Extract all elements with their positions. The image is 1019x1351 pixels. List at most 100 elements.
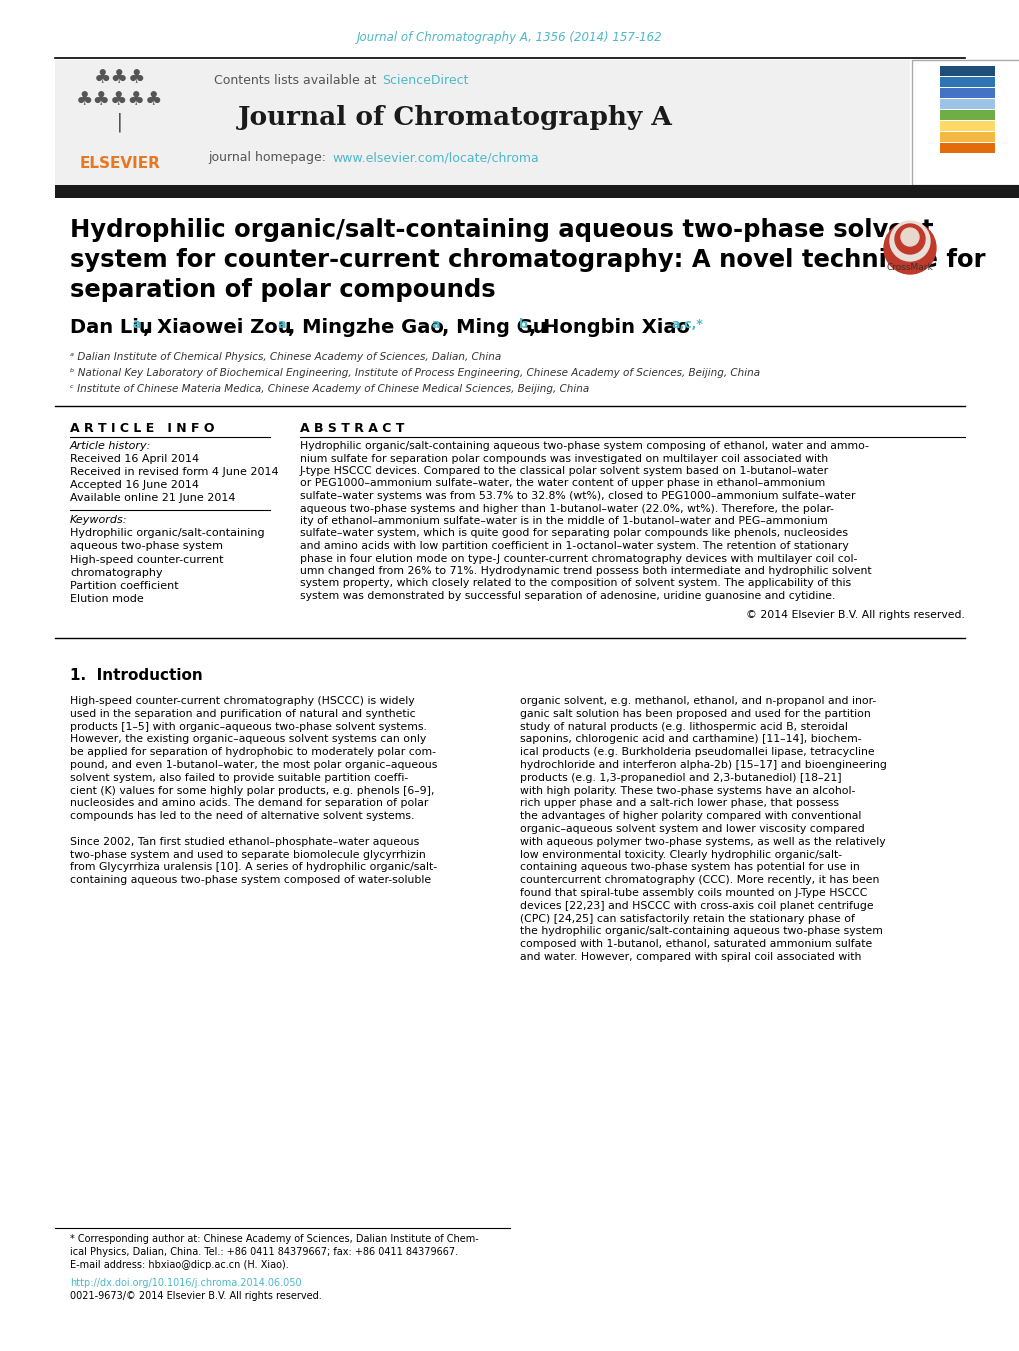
Text: compounds has led to the need of alternative solvent systems.: compounds has led to the need of alterna… [70,811,414,821]
Text: products (e.g. 1,3-propanediol and 2,3-butanediol) [18–21]: products (e.g. 1,3-propanediol and 2,3-b… [520,773,841,782]
Text: nium sulfate for separation polar compounds was investigated on multilayer coil : nium sulfate for separation polar compou… [300,454,827,463]
Text: a,c,*: a,c,* [672,317,703,331]
Bar [940,77,994,86]
Text: with high polarity. These two-phase systems have an alcohol-: with high polarity. These two-phase syst… [520,785,855,796]
Text: * Corresponding author at: Chinese Academy of Sciences, Dalian Institute of Chem: * Corresponding author at: Chinese Acade… [70,1233,478,1244]
Text: and amino acids with low partition coefficient in 1-octanol–water system. The re: and amino acids with low partition coeff… [300,540,848,551]
Text: High-speed counter-current: High-speed counter-current [70,555,223,565]
Text: pound, and even 1-butanol–water, the most polar organic–aqueous: pound, and even 1-butanol–water, the mos… [70,761,437,770]
Circle shape [883,222,935,274]
Text: ical products (e.g. Burkholderia pseudomallei lipase, tetracycline: ical products (e.g. Burkholderia pseudom… [520,747,873,757]
Text: High-speed counter-current chromatography (HSCCC) is widely: High-speed counter-current chromatograph… [70,696,414,707]
Text: from Glycyrrhiza uralensis [10]. A series of hydrophilic organic/salt-: from Glycyrrhiza uralensis [10]. A serie… [70,862,437,873]
Text: Article history:: Article history: [70,440,151,451]
Text: Journal of Chromatography A, 1356 (2014) 157-162: Journal of Chromatography A, 1356 (2014)… [357,31,662,45]
Text: ELSEVIER: ELSEVIER [79,155,160,170]
Text: solvent system, also failed to provide suitable partition coeffi-: solvent system, also failed to provide s… [70,773,408,782]
Text: Hydrophilic organic/salt-containing aqueous two-phase solvent: Hydrophilic organic/salt-containing aque… [70,218,932,242]
Text: system for counter-current chromatography: A novel technique for: system for counter-current chromatograph… [70,249,984,272]
Text: rich upper phase and a salt-rich lower phase, that possess: rich upper phase and a salt-rich lower p… [520,798,839,808]
Bar [55,59,909,185]
Text: system property, which closely related to the composition of solvent system. The: system property, which closely related t… [300,578,850,589]
Text: hydrochloride and interferon alpha-2b) [15–17] and bioengineering: hydrochloride and interferon alpha-2b) [… [520,761,886,770]
Text: A R T I C L E   I N F O: A R T I C L E I N F O [70,422,214,435]
Text: aqueous two-phase systems and higher than 1-butanol–water (22.0%, wt%). Therefor: aqueous two-phase systems and higher tha… [300,504,834,513]
Circle shape [900,228,918,246]
Text: ganic salt solution has been proposed and used for the partition: ganic salt solution has been proposed an… [520,709,870,719]
Text: journal homepage:: journal homepage: [208,151,330,165]
Text: 0021-9673/© 2014 Elsevier B.V. All rights reserved.: 0021-9673/© 2014 Elsevier B.V. All right… [70,1292,321,1301]
Text: a: a [132,317,142,331]
Text: cient (K) values for some highly polar products, e.g. phenols [6–9],: cient (K) values for some highly polar p… [70,785,434,796]
Text: www.elsevier.com/locate/chroma: www.elsevier.com/locate/chroma [331,151,538,165]
Text: study of natural products (e.g. lithospermic acid B, steroidal: study of natural products (e.g. lithospe… [520,721,847,732]
Text: products [1–5] with organic–aqueous two-phase solvent systems.: products [1–5] with organic–aqueous two-… [70,721,427,732]
Text: found that spiral-tube assembly coils mounted on J-Type HSCCC: found that spiral-tube assembly coils mo… [520,888,866,898]
Text: ♣♣♣
♣♣♣♣♣
  |: ♣♣♣ ♣♣♣♣♣ | [76,69,164,132]
Text: b: b [519,317,528,331]
Text: saponins, chlorogenic acid and carthamine) [11–14], biochem-: saponins, chlorogenic acid and carthamin… [520,735,861,744]
Text: A B S T R A C T: A B S T R A C T [300,422,404,435]
Text: Received in revised form 4 June 2014: Received in revised form 4 June 2014 [70,467,278,477]
Text: devices [22,23] and HSCCC with cross-axis coil planet centrifuge: devices [22,23] and HSCCC with cross-axi… [520,901,872,911]
Bar [55,185,1019,199]
Text: 1.  Introduction: 1. Introduction [70,667,203,684]
Text: system was demonstrated by successful separation of adenosine, uridine guanosine: system was demonstrated by successful se… [300,590,835,601]
Text: Dan Liu: Dan Liu [70,317,153,336]
Text: Since 2002, Tan first studied ethanol–phosphate–water aqueous: Since 2002, Tan first studied ethanol–ph… [70,836,419,847]
Text: ScienceDirect: ScienceDirect [382,73,468,86]
Text: © 2014 Elsevier B.V. All rights reserved.: © 2014 Elsevier B.V. All rights reserved… [745,611,964,620]
Text: a: a [278,317,286,331]
Text: Partition coefficient: Partition coefficient [70,581,178,590]
Bar [940,143,994,153]
Text: the hydrophilic organic/salt-containing aqueous two-phase system: the hydrophilic organic/salt-containing … [520,927,882,936]
Text: a: a [432,317,440,331]
Text: chromatography: chromatography [70,567,162,578]
Text: nucleosides and amino acids. The demand for separation of polar: nucleosides and amino acids. The demand … [70,798,428,808]
Text: and water. However, compared with spiral coil associated with: and water. However, compared with spiral… [520,952,860,962]
Text: ᵇ National Key Laboratory of Biochemical Engineering, Institute of Process Engin: ᵇ National Key Laboratory of Biochemical… [70,367,759,378]
Text: phase in four elution mode on type-J counter-current chromatography devices with: phase in four elution mode on type-J cou… [300,554,857,563]
Text: sulfate–water systems was from 53.7% to 32.8% (wt%), closed to PEG1000–ammonium : sulfate–water systems was from 53.7% to … [300,490,855,501]
Text: containing aqueous two-phase system composed of water-soluble: containing aqueous two-phase system comp… [70,875,431,885]
Text: umn changed from 26% to 71%. Hydrodynamic trend possess both intermediate and hy: umn changed from 26% to 71%. Hydrodynami… [300,566,871,576]
Bar [940,99,994,109]
Bar [940,122,994,131]
Text: be applied for separation of hydrophobic to moderately polar com-: be applied for separation of hydrophobic… [70,747,435,757]
Text: E-mail address: hbxiao@dicp.ac.cn (H. Xiao).: E-mail address: hbxiao@dicp.ac.cn (H. Xi… [70,1260,288,1270]
Bar [940,88,994,99]
Text: aqueous two-phase system: aqueous two-phase system [70,540,223,551]
Text: , Mingzhe Gao: , Mingzhe Gao [287,317,443,336]
Text: Elution mode: Elution mode [70,594,144,604]
Bar [940,109,994,120]
Bar [911,59,1019,185]
Circle shape [890,222,929,261]
Bar [940,132,994,142]
Text: organic–aqueous solvent system and lower viscosity compared: organic–aqueous solvent system and lower… [520,824,864,834]
Text: organic solvent, e.g. methanol, ethanol, and n-propanol and inor-: organic solvent, e.g. methanol, ethanol,… [520,696,875,707]
Text: Received 16 April 2014: Received 16 April 2014 [70,454,199,463]
Text: ity of ethanol–ammonium sulfate–water is in the middle of 1-butanol–water and PE: ity of ethanol–ammonium sulfate–water is… [300,516,827,526]
Text: , Ming Gu: , Ming Gu [441,317,546,336]
Text: the advantages of higher polarity compared with conventional: the advantages of higher polarity compar… [520,811,860,821]
Text: with aqueous polymer two-phase systems, as well as the relatively: with aqueous polymer two-phase systems, … [520,836,884,847]
Text: sulfate–water system, which is quite good for separating polar compounds like ph: sulfate–water system, which is quite goo… [300,528,847,539]
Text: , Hongbin Xiao: , Hongbin Xiao [529,317,689,336]
Text: containing aqueous two-phase system has potential for use in: containing aqueous two-phase system has … [520,862,859,873]
Circle shape [894,224,924,254]
Text: ᵃ Dalian Institute of Chemical Physics, Chinese Academy of Sciences, Dalian, Chi: ᵃ Dalian Institute of Chemical Physics, … [70,353,500,362]
Text: (CPC) [24,25] can satisfactorily retain the stationary phase of: (CPC) [24,25] can satisfactorily retain … [520,913,854,924]
Text: http://dx.doi.org/10.1016/j.chroma.2014.06.050: http://dx.doi.org/10.1016/j.chroma.2014.… [70,1278,302,1288]
Text: Contents lists available at: Contents lists available at [213,73,380,86]
Text: CrossMark: CrossMark [886,263,932,273]
Text: composed with 1-butanol, ethanol, saturated ammonium sulfate: composed with 1-butanol, ethanol, satura… [520,939,871,950]
Text: Hydrophilic organic/salt-containing: Hydrophilic organic/salt-containing [70,528,264,538]
Text: Available online 21 June 2014: Available online 21 June 2014 [70,493,235,503]
Text: ᶜ Institute of Chinese Materia Medica, Chinese Academy of Chinese Medical Scienc: ᶜ Institute of Chinese Materia Medica, C… [70,384,589,394]
Text: two-phase system and used to separate biomolecule glycyrrhizin: two-phase system and used to separate bi… [70,850,425,859]
Text: low environmental toxicity. Clearly hydrophilic organic/salt-: low environmental toxicity. Clearly hydr… [520,850,842,859]
Text: Keywords:: Keywords: [70,515,127,526]
Text: used in the separation and purification of natural and synthetic: used in the separation and purification … [70,709,415,719]
Text: countercurrent chromatography (CCC). More recently, it has been: countercurrent chromatography (CCC). Mor… [520,875,878,885]
Text: However, the existing organic–aqueous solvent systems can only: However, the existing organic–aqueous so… [70,735,426,744]
